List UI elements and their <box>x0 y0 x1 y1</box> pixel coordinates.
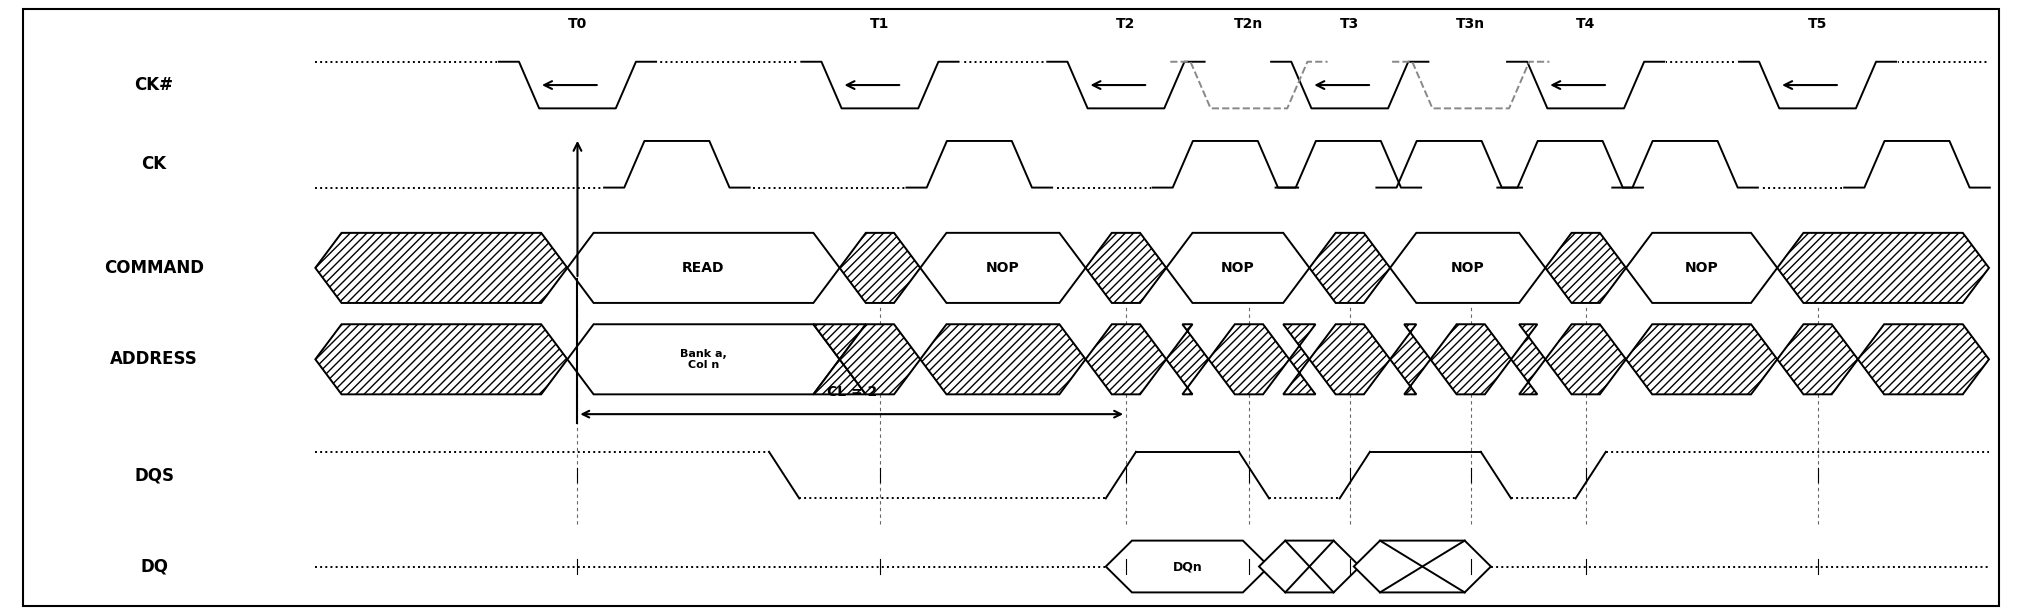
Polygon shape <box>1355 541 1490 592</box>
Text: ADDRESS: ADDRESS <box>109 351 198 368</box>
Polygon shape <box>315 233 568 303</box>
Text: NOP: NOP <box>1452 261 1484 275</box>
Text: CK: CK <box>142 155 166 173</box>
Text: T1: T1 <box>869 17 890 31</box>
Polygon shape <box>1167 233 1310 303</box>
Polygon shape <box>1496 138 1646 191</box>
Text: T2: T2 <box>1116 17 1136 31</box>
Polygon shape <box>1310 324 1389 394</box>
Polygon shape <box>1151 138 1300 191</box>
Text: NOP: NOP <box>1221 261 1256 275</box>
Polygon shape <box>1858 324 1990 394</box>
Text: Bank a,
Col n: Bank a, Col n <box>679 349 726 370</box>
Polygon shape <box>568 324 839 394</box>
Polygon shape <box>1086 233 1167 303</box>
Polygon shape <box>1284 324 1316 394</box>
Text: COMMAND: COMMAND <box>103 259 204 277</box>
Text: T3n: T3n <box>1456 17 1486 31</box>
Polygon shape <box>315 324 568 394</box>
Text: CK#: CK# <box>135 76 174 94</box>
Text: READ: READ <box>681 261 724 275</box>
Polygon shape <box>1045 58 1207 111</box>
Polygon shape <box>1737 58 1899 111</box>
Polygon shape <box>1274 138 1423 191</box>
Text: DQn: DQn <box>1173 560 1203 573</box>
Polygon shape <box>904 138 1053 191</box>
Polygon shape <box>920 233 1086 303</box>
Polygon shape <box>1167 324 1209 394</box>
Polygon shape <box>1106 541 1270 592</box>
Polygon shape <box>1375 138 1525 191</box>
Polygon shape <box>1626 324 1777 394</box>
Polygon shape <box>1209 324 1290 394</box>
Polygon shape <box>1842 138 1992 191</box>
Polygon shape <box>1270 58 1430 111</box>
Polygon shape <box>1626 233 1777 303</box>
Polygon shape <box>1510 324 1545 394</box>
Polygon shape <box>920 324 1086 394</box>
Text: T4: T4 <box>1575 17 1595 31</box>
Polygon shape <box>1389 58 1551 111</box>
Text: T5: T5 <box>1808 17 1828 31</box>
Polygon shape <box>1610 138 1759 191</box>
Text: T2n: T2n <box>1233 17 1264 31</box>
Polygon shape <box>813 324 865 394</box>
Polygon shape <box>1389 324 1430 394</box>
Text: T0: T0 <box>568 17 586 31</box>
Polygon shape <box>1504 58 1666 111</box>
Polygon shape <box>1777 324 1858 394</box>
Text: DQ: DQ <box>140 558 168 576</box>
Polygon shape <box>1777 233 1990 303</box>
Polygon shape <box>1545 233 1626 303</box>
Text: CL = 2: CL = 2 <box>827 385 878 399</box>
Text: T3: T3 <box>1341 17 1359 31</box>
Text: NOP: NOP <box>987 261 1019 275</box>
Polygon shape <box>497 58 657 111</box>
Polygon shape <box>1260 541 1361 592</box>
Polygon shape <box>839 233 920 303</box>
Polygon shape <box>603 138 752 191</box>
Polygon shape <box>1389 233 1545 303</box>
Text: DQS: DQS <box>133 466 174 484</box>
Polygon shape <box>1545 324 1626 394</box>
Text: NOP: NOP <box>1684 261 1719 275</box>
Polygon shape <box>568 233 839 303</box>
Polygon shape <box>1169 58 1330 111</box>
Polygon shape <box>1430 324 1510 394</box>
Polygon shape <box>1086 324 1167 394</box>
Polygon shape <box>1310 233 1389 303</box>
Polygon shape <box>839 324 920 394</box>
Polygon shape <box>799 58 960 111</box>
